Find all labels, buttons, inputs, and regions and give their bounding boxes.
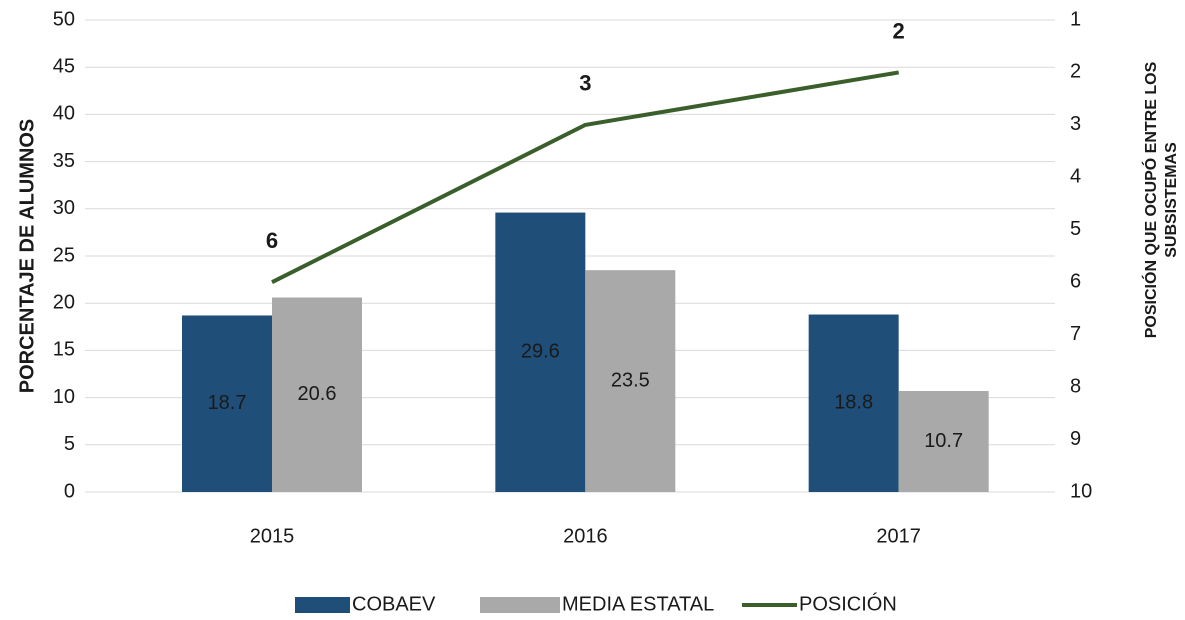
y2-tick-label: 6	[1070, 271, 1081, 293]
x-tick-label: 2015	[250, 525, 295, 547]
bar-value-label: 10.7	[924, 430, 963, 452]
line-value-label: 3	[579, 71, 591, 96]
y2-tick-label: 9	[1070, 428, 1081, 450]
bar-value-label: 20.6	[298, 383, 337, 405]
legend-label: MEDIA ESTATAL	[562, 593, 714, 615]
legend-label: COBAEV	[352, 593, 436, 615]
y2-tick-label: 7	[1070, 323, 1081, 345]
bar	[495, 212, 586, 493]
legend-label: POSICIÓN	[799, 592, 897, 615]
y2-tick-label: 1	[1070, 8, 1081, 30]
y2-tick-label: 10	[1070, 480, 1092, 502]
bar	[272, 297, 362, 492]
bar	[808, 314, 899, 492]
line-value-label: 6	[266, 228, 278, 253]
bar-value-label: 23.5	[611, 369, 650, 391]
y-tick-label: 5	[64, 433, 75, 455]
y2-tick-label: 2	[1070, 61, 1081, 83]
y-tick-label: 50	[53, 8, 75, 30]
x-tick-label: 2017	[876, 525, 921, 547]
bar	[898, 390, 989, 492]
y2-axis-title: SUBSISTEMAS	[1163, 142, 1180, 258]
bar-value-label: 29.6	[521, 341, 560, 363]
y-tick-label: 20	[53, 291, 75, 313]
bar	[182, 315, 272, 492]
y-tick-label: 15	[53, 339, 75, 361]
y2-tick-label: 3	[1070, 113, 1081, 135]
y2-tick-label: 4	[1070, 166, 1081, 188]
line-value-label: 2	[893, 18, 905, 43]
y-tick-label: 10	[53, 386, 75, 408]
legend-swatch	[480, 597, 560, 613]
x-tick-label: 2016	[563, 525, 608, 547]
y-tick-label: 40	[53, 103, 75, 125]
y-tick-label: 25	[53, 244, 75, 266]
y2-tick-label: 8	[1070, 375, 1081, 397]
bar-value-label: 18.8	[834, 392, 873, 414]
bar	[585, 270, 676, 492]
y2-tick-label: 5	[1070, 218, 1081, 240]
line	[271, 70, 899, 285]
y-tick-label: 0	[64, 480, 75, 502]
y-tick-label: 35	[53, 150, 75, 172]
y-axis-title: PORCENTAJE DE ALUMNOS	[16, 119, 38, 393]
legend-swatch	[295, 597, 350, 613]
y-tick-label: 30	[53, 197, 75, 219]
y-tick-label: 45	[53, 55, 75, 77]
y2-axis-title: POSICIÓN QUE OCUPÓ ENTRE LOS	[1141, 61, 1160, 338]
bar-value-label: 18.7	[208, 392, 247, 414]
